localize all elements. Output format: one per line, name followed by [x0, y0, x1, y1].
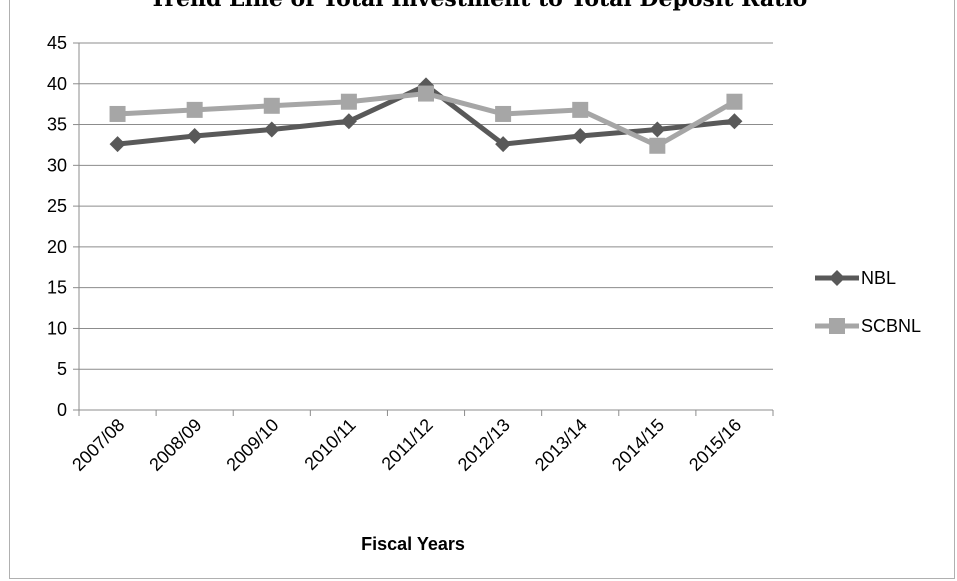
- y-tick-label: 35: [47, 115, 67, 135]
- chart-title: Trend Line of Total Investment to Total …: [0, 0, 957, 12]
- x-tick-label: 2007/08: [68, 415, 128, 475]
- x-tick-label: 2008/09: [145, 415, 205, 475]
- data-point-nbl: [263, 121, 280, 138]
- data-point-nbl: [186, 127, 203, 144]
- data-point-scbnl: [340, 93, 357, 110]
- x-tick-label: 2015/16: [685, 415, 745, 475]
- data-point-nbl: [109, 136, 126, 153]
- data-point-scbnl: [649, 137, 666, 154]
- x-tick-label: 2009/10: [222, 415, 282, 475]
- data-point-scbnl: [263, 97, 280, 114]
- y-tick-label: 0: [57, 400, 67, 420]
- data-point-scbnl: [572, 101, 589, 118]
- y-tick-label: 25: [47, 196, 67, 216]
- legend-marker-scbnl: [829, 318, 845, 334]
- data-point-scbnl: [109, 105, 126, 122]
- y-tick-labels: 0 5 10 15 20 25 30 35 40 45: [47, 33, 67, 420]
- y-tick-label: 20: [47, 237, 67, 257]
- chart-frame: [9, 0, 955, 579]
- data-point-nbl: [495, 136, 512, 153]
- x-tick-label: 2014/15: [608, 415, 668, 475]
- series-lines: [109, 77, 743, 154]
- x-axis-title: Fiscal Years: [361, 534, 465, 554]
- legend-label-scbnl: SCBNL: [861, 316, 921, 336]
- data-point-nbl: [649, 121, 666, 138]
- legend-label-nbl: NBL: [861, 268, 896, 288]
- x-tick-label: 2012/13: [454, 415, 514, 475]
- x-tick-labels: 2007/08 2008/09 2009/10 2010/11 2011/12 2012/…: [68, 415, 745, 475]
- y-tick-label: 15: [47, 278, 67, 298]
- data-point-nbl: [340, 113, 357, 130]
- x-tick-label: 2013/14: [531, 415, 591, 475]
- legend: NBL SCBNL: [815, 268, 921, 336]
- y-tick-label: 45: [47, 33, 67, 53]
- axes: [73, 42, 774, 416]
- data-point-nbl: [572, 127, 589, 144]
- x-tick-label: 2011/12: [378, 415, 437, 474]
- data-point-nbl: [726, 113, 743, 130]
- y-tick-label: 10: [47, 318, 67, 338]
- x-tick-label: 2010/11: [301, 415, 360, 474]
- data-point-scbnl: [495, 105, 512, 122]
- data-point-scbnl: [418, 85, 434, 102]
- y-tick-label: 30: [47, 155, 67, 175]
- y-tick-label: 40: [47, 74, 67, 94]
- legend-marker-nbl: [829, 270, 845, 286]
- data-point-scbnl: [726, 93, 743, 110]
- data-point-scbnl: [186, 101, 203, 118]
- y-tick-label: 5: [57, 359, 67, 379]
